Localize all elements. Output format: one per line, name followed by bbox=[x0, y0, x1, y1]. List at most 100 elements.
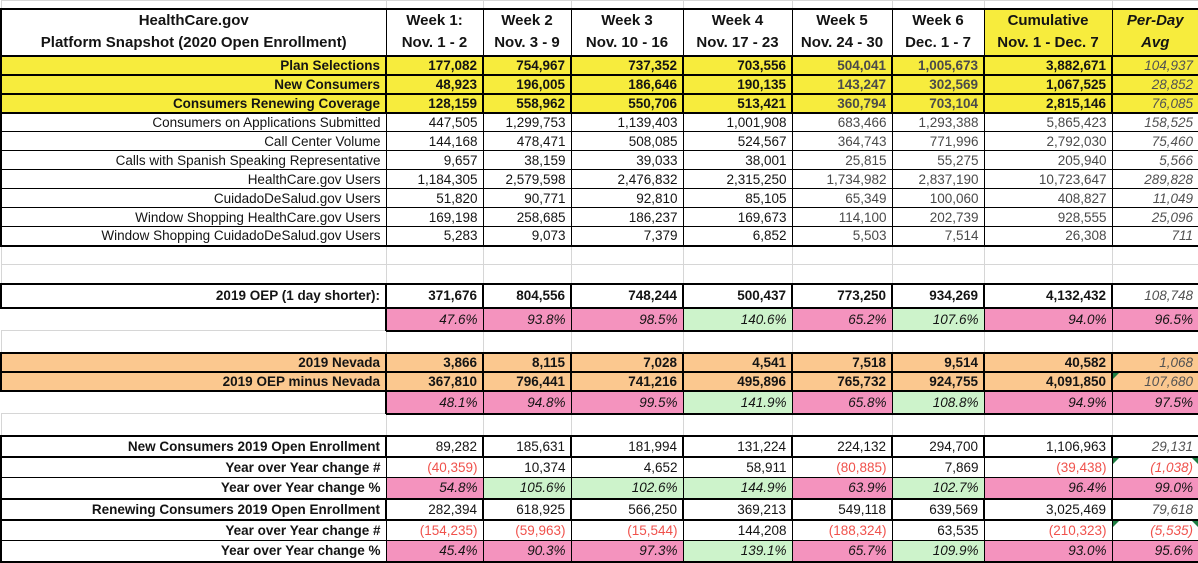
cell-week4[interactable]: 144.9% bbox=[682, 477, 793, 499]
cell-week2[interactable]: 93.8% bbox=[482, 307, 572, 332]
empty-grid-cell[interactable] bbox=[682, 264, 793, 284]
cell-week2[interactable]: 90,771 bbox=[482, 188, 572, 208]
cell-week4[interactable]: 500,437 bbox=[682, 282, 793, 309]
empty-grid-cell[interactable] bbox=[385, 413, 484, 436]
cell-perday[interactable]: 28,852 bbox=[1111, 73, 1198, 95]
col-header-week5[interactable]: Week 5 Nov. 24 - 30 bbox=[791, 7, 893, 56]
cell-week3[interactable]: 186,237 bbox=[570, 207, 684, 227]
cell-week2[interactable]: 9,073 bbox=[482, 226, 572, 247]
cell-cumulative[interactable]: 1,067,525 bbox=[983, 73, 1113, 95]
empty-grid-cell[interactable] bbox=[570, 413, 684, 436]
cell-week3[interactable]: 550,706 bbox=[570, 92, 684, 114]
cell-week2[interactable]: 90.3% bbox=[482, 540, 572, 563]
row-label-empty[interactable] bbox=[1, 390, 386, 414]
cell-week5[interactable]: 65.7% bbox=[791, 540, 893, 563]
empty-grid-cell[interactable] bbox=[682, 413, 793, 436]
empty-grid-cell[interactable] bbox=[791, 264, 893, 284]
cell-week4[interactable]: 1,001,908 bbox=[682, 112, 793, 132]
empty-grid-cell[interactable] bbox=[983, 245, 1113, 265]
empty-grid-cell[interactable] bbox=[570, 264, 684, 284]
cell-week1[interactable]: 1,184,305 bbox=[385, 169, 484, 189]
cell-week1[interactable]: 48,923 bbox=[385, 73, 484, 95]
cell-week3[interactable]: 566,250 bbox=[570, 497, 684, 521]
cell-cumulative[interactable]: 928,555 bbox=[983, 207, 1113, 227]
cell-week1[interactable]: 169,198 bbox=[385, 207, 484, 227]
cell-cumulative[interactable]: 5,865,423 bbox=[983, 112, 1113, 132]
row-label-new-consumers[interactable]: New Consumers bbox=[0, 73, 387, 95]
cell-week3[interactable]: 92,810 bbox=[570, 188, 684, 208]
empty-grid-cell[interactable] bbox=[0, 0, 387, 9]
empty-grid-cell[interactable] bbox=[1111, 0, 1198, 9]
row-label-new-consumers-2019-open-enrollment[interactable]: New Consumers 2019 Open Enrollment bbox=[0, 434, 387, 458]
cell-week4[interactable]: 131,224 bbox=[682, 434, 793, 458]
row-label-2019-nevada[interactable]: 2019 Nevada bbox=[0, 351, 387, 373]
cell-week5[interactable]: 5,503 bbox=[791, 226, 893, 247]
cell-week3[interactable]: 508,085 bbox=[570, 131, 684, 151]
cell-week1[interactable]: 371,676 bbox=[385, 282, 484, 309]
cell-cumulative[interactable]: 2,815,146 bbox=[983, 92, 1113, 114]
cell-week2[interactable]: 8,115 bbox=[482, 351, 572, 373]
cell-perday[interactable]: 79,618 bbox=[1111, 497, 1198, 521]
cell-perday[interactable]: 97.5% bbox=[1111, 390, 1198, 415]
empty-grid-cell[interactable] bbox=[983, 264, 1113, 284]
cell-week5[interactable]: (80,885) bbox=[791, 456, 893, 478]
empty-grid-cell[interactable] bbox=[570, 0, 684, 9]
row-label-window-shopping-healthcare-gov-users[interactable]: Window Shopping HealthCare.gov Users bbox=[0, 207, 387, 227]
cell-week1[interactable]: 367,810 bbox=[385, 370, 484, 392]
cell-week3[interactable]: (15,544) bbox=[570, 519, 684, 541]
cell-week1[interactable]: 177,082 bbox=[385, 54, 484, 76]
cell-perday[interactable]: 1,068 bbox=[1111, 351, 1198, 373]
empty-grid-cell[interactable] bbox=[385, 264, 484, 284]
cell-week4[interactable]: 85,105 bbox=[682, 188, 793, 208]
row-label-calls-with-spanish-speaking-representative[interactable]: Calls with Spanish Speaking Representati… bbox=[0, 150, 387, 170]
cell-week6[interactable]: 924,755 bbox=[891, 370, 985, 392]
cell-week1[interactable]: 282,394 bbox=[385, 497, 484, 521]
empty-grid-cell[interactable] bbox=[385, 0, 484, 9]
empty-grid-cell[interactable] bbox=[570, 330, 684, 353]
cell-week4[interactable]: 4,541 bbox=[682, 351, 793, 373]
cell-week2[interactable]: 478,471 bbox=[482, 131, 572, 151]
row-label-consumers-on-applications-submitted[interactable]: Consumers on Applications Submitted bbox=[0, 112, 387, 132]
row-label-call-center-volume[interactable]: Call Center Volume bbox=[0, 131, 387, 151]
cell-week6[interactable]: 1,293,388 bbox=[891, 112, 985, 132]
cell-week3[interactable]: 741,216 bbox=[570, 370, 684, 392]
cell-week2[interactable]: 105.6% bbox=[482, 477, 572, 499]
cell-week3[interactable]: 748,244 bbox=[570, 282, 684, 309]
cell-perday[interactable]: 108,748 bbox=[1111, 282, 1198, 309]
row-label-consumers-renewing-coverage[interactable]: Consumers Renewing Coverage bbox=[0, 92, 387, 114]
row-label-empty[interactable] bbox=[1, 307, 386, 331]
col-header-cumulative[interactable]: Cumulative Nov. 1 - Dec. 7 bbox=[983, 7, 1113, 56]
cell-week2[interactable]: 2,579,598 bbox=[482, 169, 572, 189]
cell-perday[interactable]: (5,535) bbox=[1111, 519, 1198, 541]
cell-week1[interactable]: 89,282 bbox=[385, 434, 484, 458]
empty-grid-cell[interactable] bbox=[791, 0, 893, 9]
cell-week5[interactable]: 25,815 bbox=[791, 150, 893, 170]
cell-week4[interactable]: 38,001 bbox=[682, 150, 793, 170]
cell-week2[interactable]: 94.8% bbox=[482, 390, 572, 415]
cell-week2[interactable]: 38,159 bbox=[482, 150, 572, 170]
empty-grid-cell[interactable] bbox=[682, 245, 793, 265]
cell-perday[interactable]: 711 bbox=[1111, 226, 1198, 247]
cell-week6[interactable]: 9,514 bbox=[891, 351, 985, 373]
cell-cumulative[interactable]: 4,091,850 bbox=[983, 370, 1113, 392]
empty-grid-cell[interactable] bbox=[1111, 330, 1198, 353]
cell-cumulative[interactable]: 26,308 bbox=[983, 226, 1113, 247]
cell-week1[interactable]: 5,283 bbox=[385, 226, 484, 247]
cell-week5[interactable]: 773,250 bbox=[791, 282, 893, 309]
cell-week4[interactable]: 6,852 bbox=[682, 226, 793, 247]
cell-perday[interactable]: 5,566 bbox=[1111, 150, 1198, 170]
row-label-2019-oep-minus-nevada[interactable]: 2019 OEP minus Nevada bbox=[0, 370, 387, 392]
cell-week3[interactable]: 7,379 bbox=[570, 226, 684, 247]
cell-week5[interactable]: 360,794 bbox=[791, 92, 893, 114]
cell-week1[interactable]: 144,168 bbox=[385, 131, 484, 151]
cell-week3[interactable]: 4,652 bbox=[570, 456, 684, 478]
cell-cumulative[interactable]: 3,882,671 bbox=[983, 54, 1113, 76]
cell-week4[interactable]: 139.1% bbox=[682, 540, 793, 563]
cell-week3[interactable]: 186,646 bbox=[570, 73, 684, 95]
cell-week6[interactable]: 55,275 bbox=[891, 150, 985, 170]
row-label-window-shopping-cuidadodesalud-gov-users[interactable]: Window Shopping CuidadoDeSalud.gov Users bbox=[0, 226, 387, 247]
cell-week5[interactable]: 65.8% bbox=[791, 390, 893, 415]
empty-grid-cell[interactable] bbox=[482, 264, 572, 284]
cell-week2[interactable]: 754,967 bbox=[482, 54, 572, 76]
cell-perday[interactable]: (1,038) bbox=[1111, 456, 1198, 478]
